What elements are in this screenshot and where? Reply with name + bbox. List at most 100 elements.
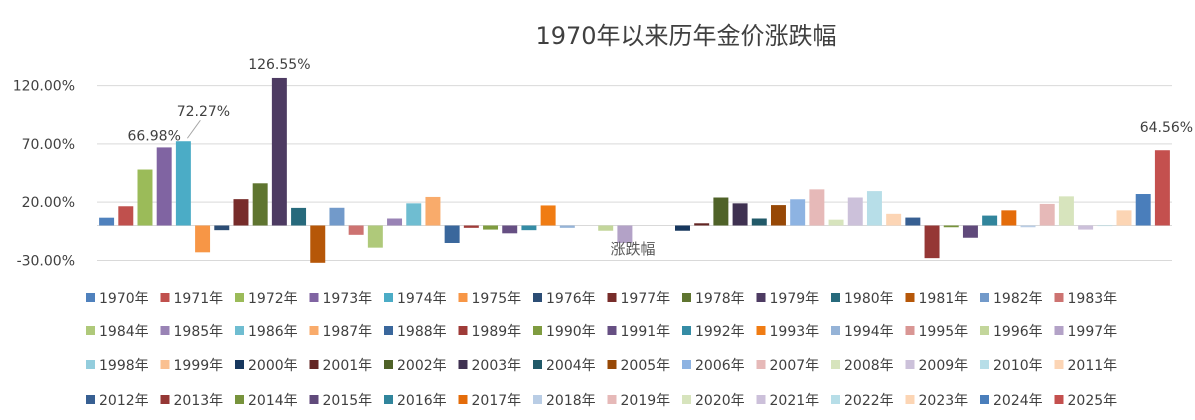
legend-label: 1985年	[174, 324, 224, 340]
bar	[886, 213, 902, 226]
legend-label: 1990年	[546, 324, 596, 340]
bar	[387, 218, 403, 226]
legend-swatch	[384, 395, 393, 404]
data-label: 72.27%	[177, 104, 230, 120]
legend-swatch	[160, 326, 170, 335]
legend-label: 1984年	[99, 324, 149, 340]
bar	[732, 203, 748, 226]
legend-swatch	[1054, 326, 1064, 335]
legend-swatch	[458, 395, 468, 404]
bar	[175, 141, 191, 226]
bar	[943, 225, 959, 228]
legend-label: 2020年	[695, 393, 745, 409]
legend-swatch	[756, 293, 766, 302]
legend-swatch	[309, 293, 319, 302]
bar	[598, 225, 614, 231]
legend-label: 2008年	[844, 358, 894, 374]
legend-label: 1992年	[695, 324, 745, 340]
legend-label: 1994年	[844, 324, 894, 340]
legend-label: 1982年	[993, 291, 1043, 307]
legend-swatch	[160, 360, 170, 369]
legend-swatch	[682, 293, 691, 302]
legend-swatch	[533, 360, 542, 369]
legend-label: 1986年	[248, 324, 298, 340]
legend-swatch	[756, 326, 766, 335]
y-tick-label: -30.00%	[17, 253, 75, 269]
bar	[1058, 196, 1074, 226]
legend-label: 1970年	[99, 291, 149, 307]
legend-swatch	[831, 293, 840, 302]
bar	[982, 215, 998, 226]
legend-label: 1999年	[174, 358, 224, 374]
bar	[847, 197, 863, 226]
legend-label: 1983年	[1068, 291, 1118, 307]
legend-label: 2000年	[248, 358, 298, 374]
legend-swatch	[980, 360, 989, 369]
bar	[770, 205, 786, 226]
legend-swatch	[235, 360, 244, 369]
legend-swatch	[682, 395, 691, 404]
legend-label: 2014年	[248, 393, 298, 409]
legend-label: 1993年	[770, 324, 820, 340]
legend-label: 2011年	[1068, 358, 1118, 374]
bar	[463, 225, 479, 228]
legend-swatch	[1054, 360, 1064, 369]
y-tick-label: 20.00%	[22, 195, 75, 211]
legend-swatch	[980, 293, 989, 302]
legend-swatch	[1054, 395, 1064, 404]
legend-swatch	[682, 326, 691, 335]
bars	[99, 77, 1170, 263]
bar	[483, 225, 499, 230]
legend-label: 1997年	[1068, 324, 1118, 340]
legend-swatch	[309, 360, 319, 369]
legend-label: 1979年	[770, 291, 820, 307]
legend-swatch	[607, 293, 617, 302]
bar	[156, 147, 172, 226]
legend-label: 2003年	[472, 358, 522, 374]
legend-swatch	[384, 293, 393, 302]
legend-swatch	[86, 395, 95, 404]
legend-label: 2002年	[397, 358, 447, 374]
leader-line	[186, 119, 201, 139]
x-axis-label: 涨跌幅	[610, 240, 655, 258]
data-labels: 66.98% 72.27% 126.55% 64.56%	[127, 57, 1193, 144]
bar	[406, 203, 422, 226]
legend-label: 2007年	[770, 358, 820, 374]
legend-label: 2010年	[993, 358, 1043, 374]
bar	[233, 199, 249, 226]
legend-swatch	[905, 326, 915, 335]
bar	[195, 225, 211, 253]
legend-swatch	[682, 360, 691, 369]
legend-swatch	[756, 360, 766, 369]
chart-title: 1970年以来历年金价涨跌幅	[535, 22, 836, 50]
legend-label: 1996年	[993, 324, 1043, 340]
legend-label: 1988年	[397, 324, 447, 340]
legend-label: 2017年	[472, 393, 522, 409]
bar	[310, 225, 326, 263]
legend-label: 1981年	[919, 291, 969, 307]
legend-label: 2019年	[621, 393, 671, 409]
legend-label: 2012年	[99, 393, 149, 409]
legend-label: 1977年	[621, 291, 671, 307]
bar	[348, 225, 364, 235]
legend-label: 2018年	[546, 393, 596, 409]
bar	[559, 225, 575, 228]
bar	[866, 191, 882, 226]
bar	[99, 217, 115, 226]
legend-label: 1978年	[695, 291, 745, 307]
bar	[924, 225, 940, 259]
legend-swatch	[235, 326, 244, 335]
legend-swatch	[235, 293, 244, 302]
y-tick-label: 120.00%	[13, 79, 75, 95]
legend-swatch	[384, 326, 393, 335]
bar	[540, 205, 556, 226]
y-tick-label: 70.00%	[22, 137, 75, 153]
bar	[1078, 225, 1094, 230]
legend-label: 2025年	[1068, 393, 1118, 409]
legend-swatch	[607, 360, 617, 369]
legend-swatch	[533, 326, 542, 335]
legend-label: 1987年	[323, 324, 373, 340]
data-label: 64.56%	[1140, 120, 1193, 136]
bar	[329, 207, 345, 226]
legend-label: 2001年	[323, 358, 373, 374]
